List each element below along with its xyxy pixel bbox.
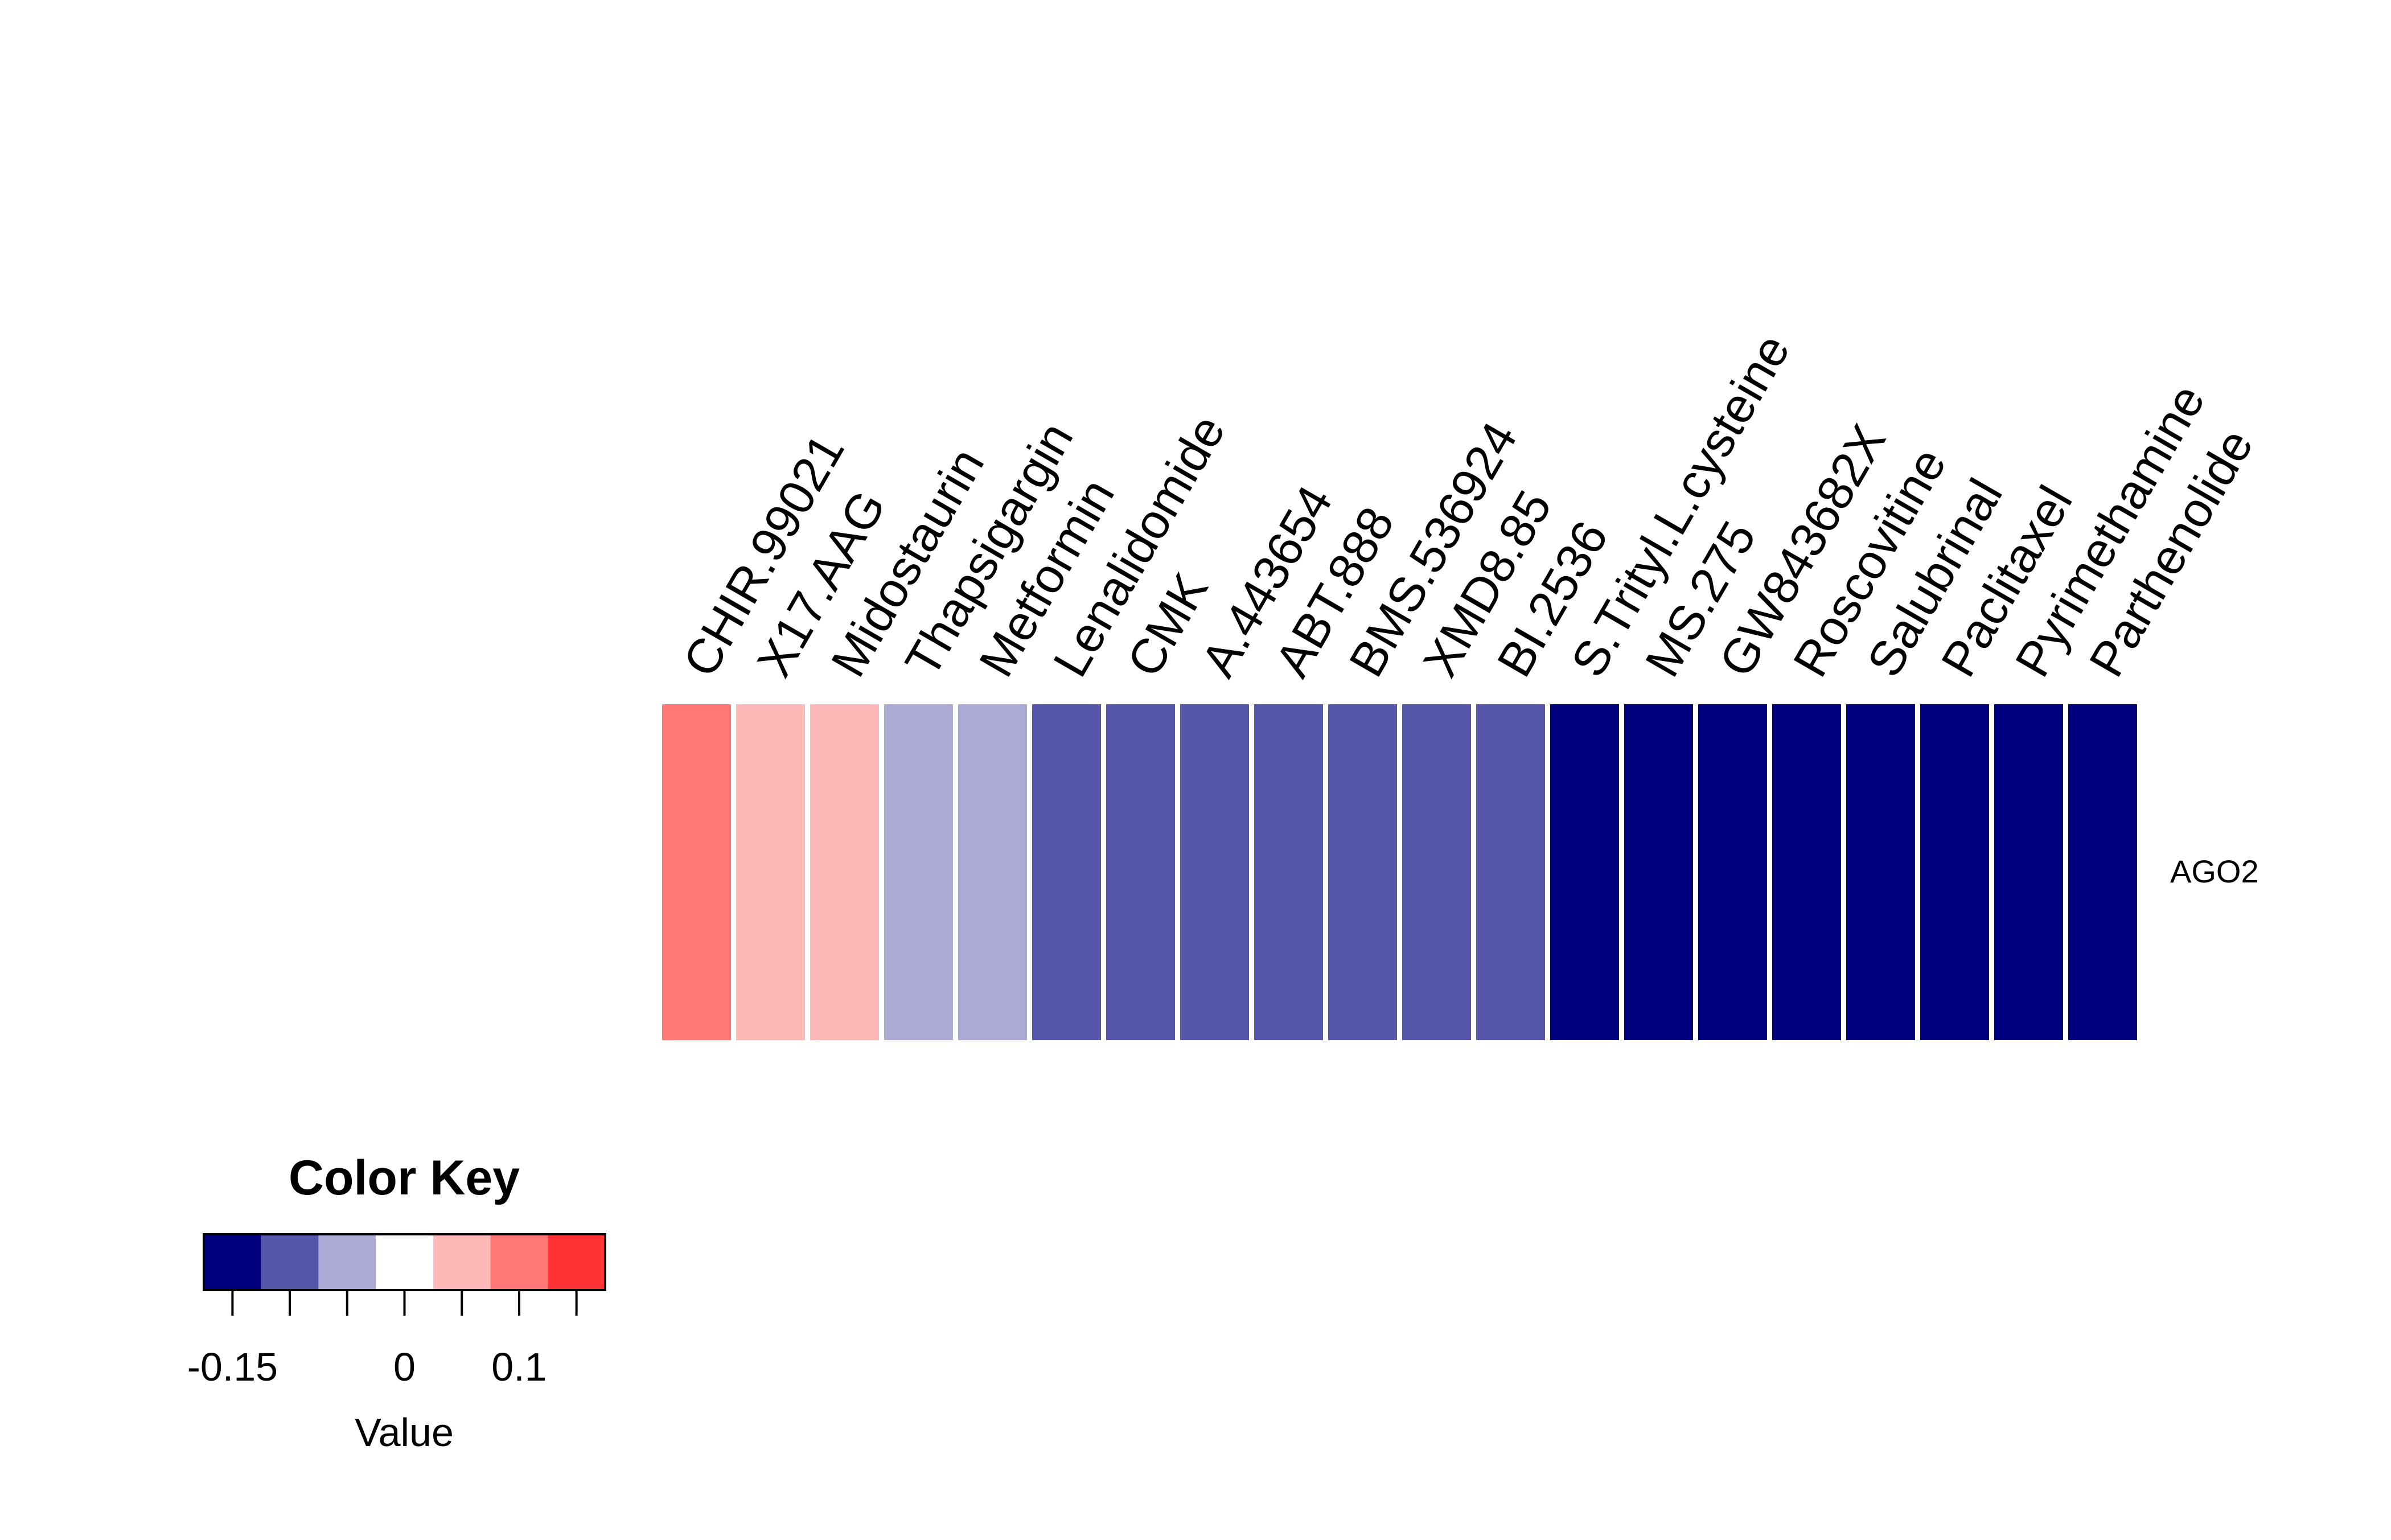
heatmap-cell xyxy=(662,704,731,1040)
color-key-title: Color Key xyxy=(289,1151,520,1205)
color-key-box xyxy=(261,1234,319,1290)
color-key-box xyxy=(376,1234,433,1290)
column-labels: CHIR.99021X17.AAGMidostaurinThapsigargin… xyxy=(673,326,2264,686)
color-key-tick-label: 0 xyxy=(393,1345,416,1389)
color-key-axis-label: Value xyxy=(355,1410,454,1455)
color-key-tick-label: 0.1 xyxy=(491,1345,547,1389)
color-key: Color Key -0.15 0 0.1 Value xyxy=(187,1151,606,1455)
heatmap-cell xyxy=(884,704,953,1040)
heatmap-cell xyxy=(1328,704,1397,1040)
color-key-ticks: -0.15 0 0.1 xyxy=(187,1290,578,1389)
heatmap-cell xyxy=(1550,704,1619,1040)
row-label: AGO2 xyxy=(2170,853,2259,889)
color-key-tick-label: -0.15 xyxy=(187,1345,278,1389)
heatmap-cell xyxy=(1476,704,1545,1040)
heatmap-cell xyxy=(736,704,805,1040)
heatmap-cell xyxy=(1920,704,1989,1040)
color-key-box xyxy=(548,1234,605,1290)
color-key-box xyxy=(204,1234,261,1290)
color-key-box xyxy=(318,1234,376,1290)
heatmap-cell xyxy=(1698,704,1767,1040)
heatmap-cell xyxy=(1254,704,1323,1040)
heatmap-cell xyxy=(1846,704,1915,1040)
color-key-box xyxy=(433,1234,491,1290)
color-key-boxes xyxy=(204,1234,605,1290)
heatmap-cell xyxy=(1772,704,1841,1040)
heatmap-cell xyxy=(1624,704,1693,1040)
heatmap-cell xyxy=(2068,704,2137,1040)
heatmap-cell xyxy=(1032,704,1101,1040)
heatmap-cell xyxy=(1994,704,2063,1040)
heatmap-cell xyxy=(810,704,879,1040)
heatmap-cell xyxy=(1180,704,1249,1040)
heatmap-cell xyxy=(1106,704,1175,1040)
heatmap-cell xyxy=(958,704,1027,1040)
heatmap-cells xyxy=(662,704,2137,1040)
heatmap-cell xyxy=(1402,704,1471,1040)
color-key-box xyxy=(490,1234,548,1290)
